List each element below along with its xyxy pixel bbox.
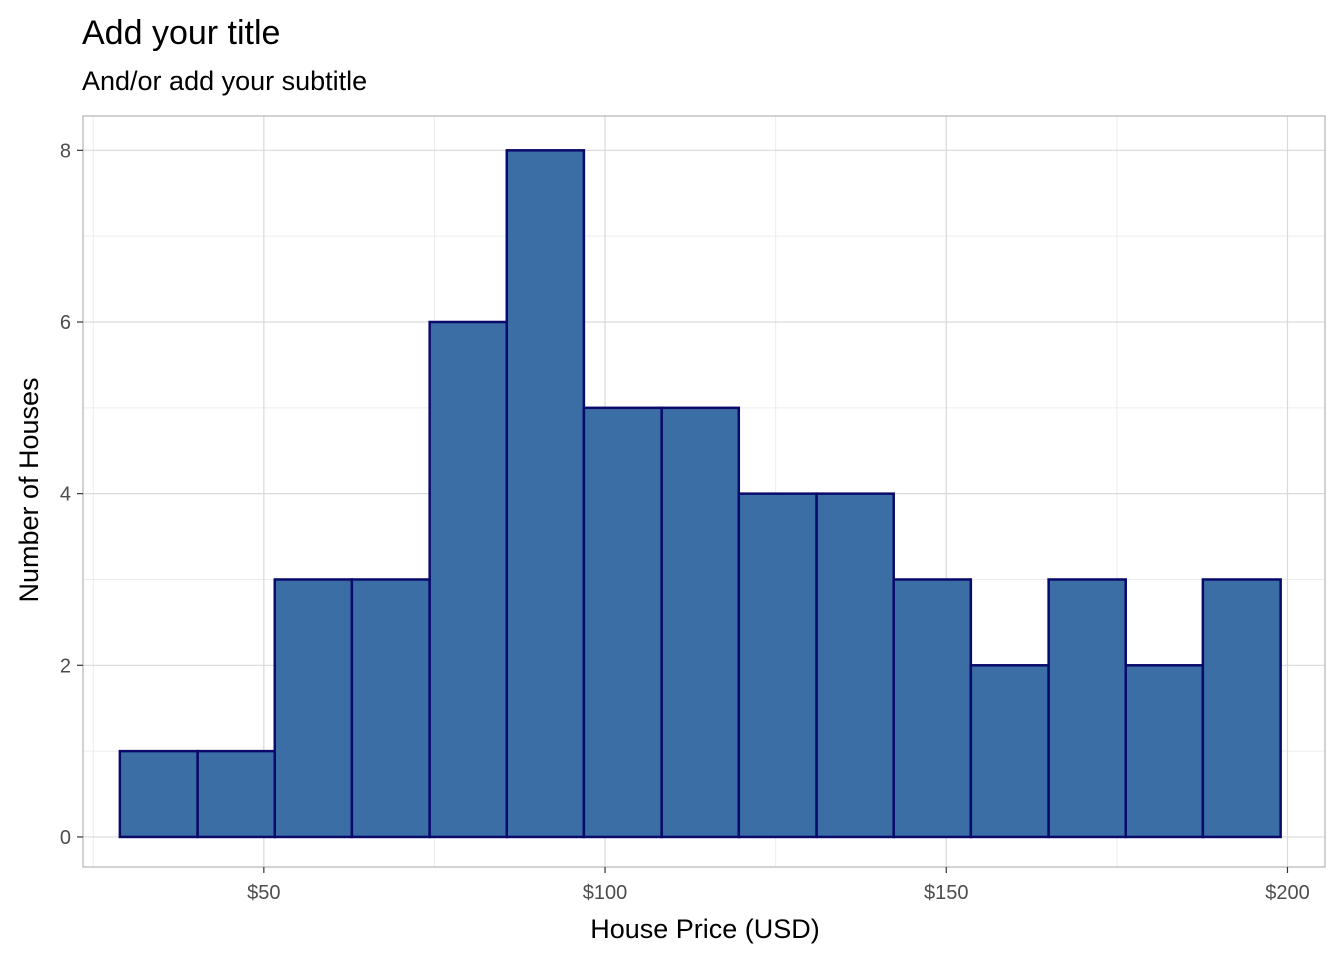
histogram-bar [273,578,354,839]
histogram-bar [969,664,1050,839]
x-tick-label: $50 [247,882,280,904]
y-tick-label: 4 [60,484,71,506]
y-tick-label: 8 [60,140,71,162]
x-axis-title: House Price (USD) [590,914,820,944]
x-tick-label: $200 [1265,882,1310,904]
histogram-bar [505,149,586,839]
histogram-bar [1124,664,1205,839]
x-tick-label: $100 [583,882,628,904]
histogram-bar [1201,578,1282,839]
histogram-bar [892,578,973,839]
chart-subtitle: And/or add your subtitle [82,66,367,96]
y-tick-label: 2 [60,655,71,677]
panel-border [82,115,1326,868]
x-tick-label: $150 [924,882,969,904]
y-axis-title: Number of Houses [14,377,44,602]
histogram-bar [737,492,818,839]
y-axis-ticks: 0 2 4 6 8 [60,140,83,849]
histogram-bar [815,492,895,839]
histogram-bar [582,406,663,839]
histogram-bar [350,578,431,839]
x-axis-ticks: $50 $100 $150 $200 [247,867,1310,904]
histogram-bar [118,749,199,839]
histogram-bar [1047,578,1127,839]
histogram-bar [196,749,277,839]
y-tick-label: 0 [60,827,71,849]
y-tick-label: 6 [60,312,71,334]
chart-title: Add your title [82,14,280,52]
histogram-bars [118,149,1282,839]
histogram-bar [428,320,509,839]
histogram-bar [660,406,741,839]
